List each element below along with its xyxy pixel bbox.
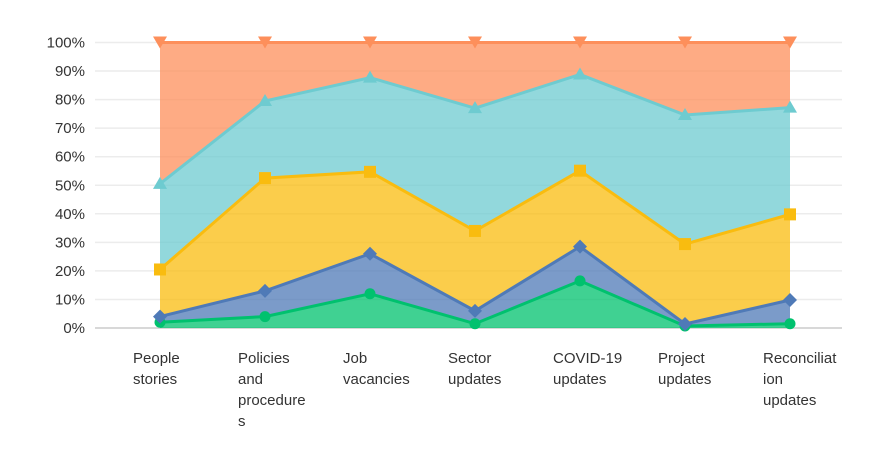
data-point[interactable] (153, 309, 167, 324)
y-tick-label: 10% (55, 291, 85, 308)
data-point[interactable] (573, 67, 587, 80)
data-point[interactable] (468, 36, 482, 49)
y-tick-label: 20% (55, 263, 85, 280)
y-tick-label: 100% (47, 35, 85, 52)
data-point[interactable] (259, 311, 271, 323)
data-point[interactable] (363, 36, 377, 49)
data-point[interactable] (363, 70, 377, 83)
x-tick-label: Job vacancies (343, 350, 410, 388)
y-tick-label: 50% (55, 177, 85, 194)
data-point[interactable] (468, 101, 482, 114)
x-tick-label: Sector updates (448, 350, 502, 388)
area-series-4 (160, 74, 790, 270)
y-tick-label: 0% (63, 320, 85, 337)
x-tick-label: Project updates (658, 350, 712, 388)
data-point[interactable] (363, 246, 377, 261)
data-point[interactable] (783, 293, 797, 308)
data-point[interactable] (258, 94, 272, 107)
y-tick-label: 70% (55, 120, 85, 137)
data-point[interactable] (364, 165, 376, 178)
data-point[interactable] (258, 36, 272, 49)
data-point[interactable] (469, 318, 481, 330)
data-point[interactable] (574, 164, 586, 177)
x-tick-label: Policies and procedures (238, 350, 306, 430)
data-point[interactable] (783, 36, 797, 49)
y-tick-label: 40% (55, 206, 85, 223)
y-tick-label: 90% (55, 63, 85, 80)
data-point[interactable] (154, 263, 166, 276)
data-point[interactable] (784, 208, 796, 221)
area-series-5 (160, 42, 790, 184)
data-point[interactable] (153, 176, 167, 189)
data-point[interactable] (574, 275, 586, 287)
x-tick-label: COVID-19 updates (553, 350, 623, 388)
data-point[interactable] (469, 224, 481, 237)
data-point[interactable] (258, 283, 272, 298)
data-point[interactable] (364, 288, 376, 300)
data-point[interactable] (259, 172, 271, 185)
y-tick-label: 60% (55, 149, 85, 166)
y-tick-label: 80% (55, 92, 85, 109)
data-point[interactable] (783, 100, 797, 113)
data-point[interactable] (678, 36, 692, 49)
data-point[interactable] (784, 318, 796, 330)
x-tick-label: People stories (133, 350, 180, 388)
data-point[interactable] (678, 317, 692, 332)
x-tick-label: Reconciliation updates (763, 350, 837, 409)
data-point[interactable] (573, 239, 587, 254)
y-tick-label: 30% (55, 234, 85, 251)
area-series-1 (160, 280, 790, 328)
data-point[interactable] (679, 238, 691, 251)
data-point[interactable] (153, 36, 167, 49)
data-point[interactable] (573, 36, 587, 49)
data-point[interactable] (678, 108, 692, 121)
data-point[interactable] (468, 303, 482, 318)
